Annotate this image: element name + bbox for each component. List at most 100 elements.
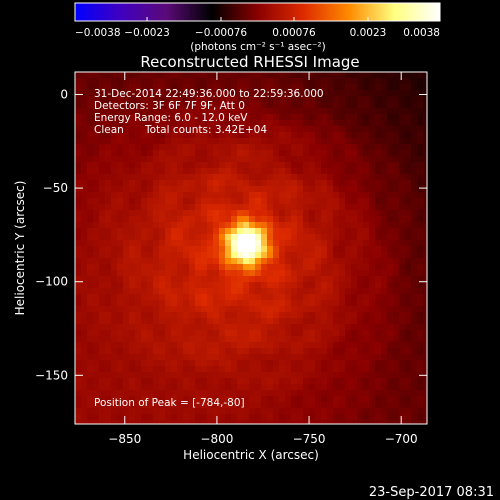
heatmap-cell	[327, 360, 334, 367]
heatmap-cell	[123, 360, 130, 367]
heatmap-cell	[159, 84, 166, 91]
heatmap-cell	[237, 258, 244, 265]
heatmap-cell	[105, 324, 112, 331]
heatmap-cell	[75, 240, 82, 247]
heatmap-cell	[225, 288, 232, 295]
heatmap-cell	[375, 144, 382, 151]
heatmap-cell	[327, 288, 334, 295]
heatmap-cell	[267, 78, 274, 85]
heatmap-cell	[189, 192, 196, 199]
heatmap-cell	[111, 144, 118, 151]
heatmap-cell	[399, 78, 406, 85]
heatmap-cell	[237, 252, 244, 259]
heatmap-cell	[393, 360, 400, 367]
heatmap-cell	[75, 228, 82, 235]
heatmap-cell	[333, 330, 340, 337]
heatmap-cell	[111, 336, 118, 343]
heatmap-cell	[147, 216, 154, 223]
heatmap-cell	[201, 156, 208, 163]
heatmap-cell	[309, 378, 316, 385]
heatmap-cell	[219, 396, 226, 403]
heatmap-cell	[87, 396, 94, 403]
heatmap-cell	[297, 354, 304, 361]
heatmap-cell	[423, 312, 427, 319]
heatmap-cell	[183, 270, 190, 277]
heatmap-cell	[105, 414, 112, 421]
heatmap-cell	[363, 366, 370, 373]
heatmap-cell	[309, 312, 316, 319]
heatmap-cell	[399, 198, 406, 205]
heatmap-cell	[381, 246, 388, 253]
heatmap-cell	[123, 240, 130, 247]
heatmap-cell	[417, 204, 424, 211]
heatmap-cell	[321, 354, 328, 361]
heatmap-cell	[141, 126, 148, 133]
heatmap-cell	[201, 222, 208, 229]
heatmap-cell	[285, 384, 292, 391]
heatmap-cell	[357, 390, 364, 397]
heatmap-cell	[171, 198, 178, 205]
heatmap-cell	[249, 258, 256, 265]
heatmap-cell	[159, 372, 166, 379]
heatmap-cell	[279, 402, 286, 409]
heatmap-cell	[123, 276, 130, 283]
heatmap-cell	[327, 156, 334, 163]
heatmap-cell	[321, 96, 328, 103]
heatmap-cell	[399, 372, 406, 379]
heatmap-cell	[369, 288, 376, 295]
heatmap-cell	[99, 348, 106, 355]
heatmap-cell	[345, 114, 352, 121]
heatmap-cell	[411, 210, 418, 217]
heatmap-cell	[249, 228, 256, 235]
heatmap-cell	[387, 234, 394, 241]
heatmap-cell	[375, 234, 382, 241]
heatmap-cell	[375, 138, 382, 145]
heatmap-cell	[243, 258, 250, 265]
heatmap-cell	[345, 204, 352, 211]
heatmap-cell	[249, 312, 256, 319]
heatmap-cell	[141, 114, 148, 121]
heatmap-cell	[177, 408, 184, 415]
heatmap-cell	[303, 216, 310, 223]
heatmap-cell	[273, 276, 280, 283]
heatmap-cell	[375, 354, 382, 361]
heatmap-cell	[201, 228, 208, 235]
heatmap-cell	[135, 168, 142, 175]
heatmap-cell	[297, 126, 304, 133]
heatmap-cell	[291, 228, 298, 235]
heatmap-cell	[87, 210, 94, 217]
heatmap-cell	[219, 312, 226, 319]
heatmap-cell	[267, 114, 274, 121]
heatmap-cell	[297, 396, 304, 403]
heatmap-cell	[189, 402, 196, 409]
heatmap-cell	[357, 264, 364, 271]
heatmap-cell	[219, 216, 226, 223]
heatmap-cell	[411, 396, 418, 403]
heatmap-cell	[357, 288, 364, 295]
heatmap-cell	[105, 144, 112, 151]
heatmap-cell	[423, 258, 427, 265]
heatmap-cell	[363, 408, 370, 415]
heatmap-cell	[297, 72, 304, 79]
heatmap-cell	[339, 330, 346, 337]
heatmap-cell	[231, 330, 238, 337]
heatmap-cell	[345, 402, 352, 409]
colorbar-frame	[74, 2, 441, 22]
heatmap-cell	[183, 294, 190, 301]
heatmap-cell	[315, 210, 322, 217]
heatmap-cell	[81, 324, 88, 331]
heatmap-cell	[99, 72, 106, 79]
heatmap-cell	[207, 84, 214, 91]
heatmap-cell	[315, 240, 322, 247]
heatmap-cell	[201, 354, 208, 361]
heatmap-cell	[99, 312, 106, 319]
heatmap-cell	[129, 306, 136, 313]
heatmap-cell	[369, 138, 376, 145]
heatmap-cell	[387, 222, 394, 229]
heatmap-cell	[105, 72, 112, 79]
heatmap-cell	[243, 180, 250, 187]
heatmap-cell	[369, 408, 376, 415]
heatmap-cell	[321, 132, 328, 139]
heatmap-cell	[267, 240, 274, 247]
heatmap-cell	[99, 408, 106, 415]
